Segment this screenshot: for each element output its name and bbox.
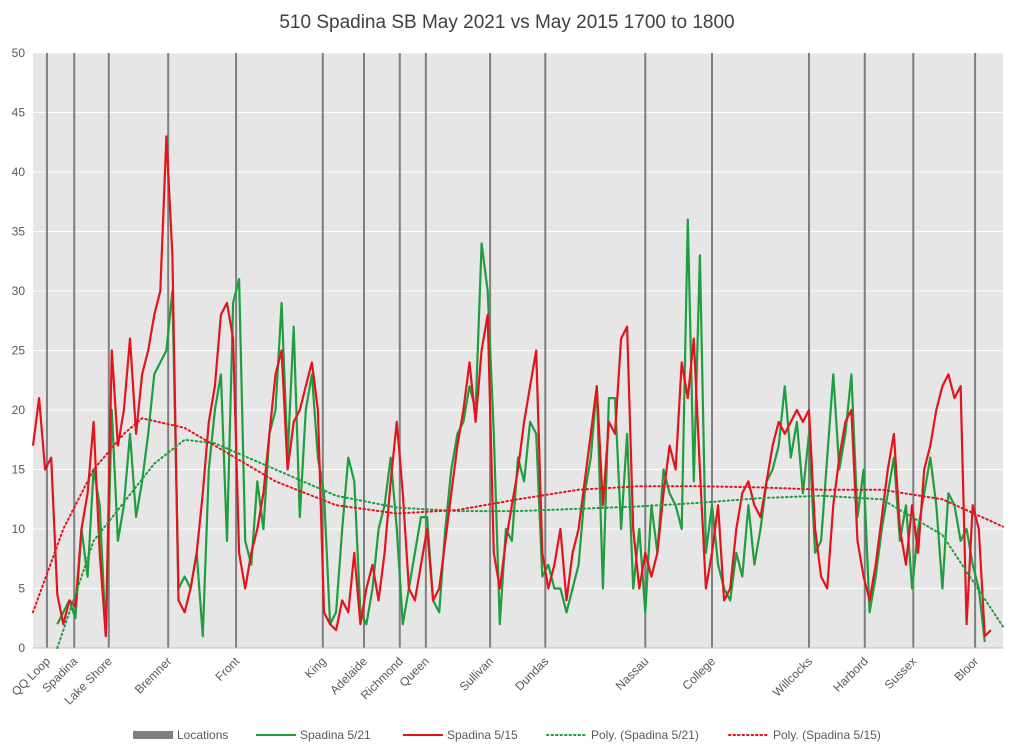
location-bar: [424, 53, 427, 648]
y-tick-label: 25: [12, 344, 26, 358]
y-tick-label: 15: [12, 463, 26, 477]
x-tick-label: Sussex: [882, 654, 920, 692]
y-tick-label: 35: [12, 225, 26, 239]
legend-item: Poly. (Spadina 5/15): [728, 728, 881, 742]
x-tick-label: Sullivan: [457, 654, 497, 694]
location-bar: [321, 53, 324, 648]
x-tick-label: Willcocks: [770, 654, 815, 699]
legend-label: Locations: [177, 728, 228, 742]
legend-item: Poly. (Spadina 5/21): [546, 728, 699, 742]
series-line: [31, 135, 992, 638]
trend-line: [32, 417, 1004, 614]
location-bar: [363, 53, 366, 648]
series-line: [56, 218, 986, 643]
x-tick-label: Harbord: [830, 654, 871, 695]
legend-item: Spadina 5/15: [403, 728, 518, 742]
location-bar: [235, 53, 238, 648]
legend-label: Spadina 5/21: [300, 728, 371, 742]
x-tick-label: College: [679, 654, 718, 693]
legend-label: Poly. (Spadina 5/15): [773, 728, 881, 742]
y-tick-label: 40: [12, 165, 26, 179]
x-tick-label: Nassau: [613, 654, 652, 693]
legend-label: Poly. (Spadina 5/21): [591, 728, 699, 742]
location-bar: [808, 53, 810, 648]
location-bar: [644, 53, 647, 648]
trend-line: [56, 438, 1004, 649]
x-tick-label: Dundas: [512, 654, 551, 693]
legend-label: Spadina 5/15: [447, 728, 518, 742]
x-tick-label: Bloor: [952, 654, 982, 684]
y-tick-label: 5: [18, 582, 25, 596]
location-bar: [974, 53, 977, 648]
location-bar: [398, 53, 401, 648]
legend-swatch: [133, 731, 173, 739]
y-tick-label: 20: [12, 403, 26, 417]
chart-title: 510 Spadina SB May 2021 vs May 2015 1700…: [279, 12, 734, 33]
y-tick-label: 45: [12, 106, 26, 120]
location-bar: [45, 53, 48, 648]
location-bar: [544, 53, 547, 648]
x-tick-label: Front: [213, 654, 243, 684]
y-tick-label: 50: [12, 46, 26, 60]
legend-item: Locations: [133, 728, 228, 742]
legend-item: Spadina 5/21: [256, 728, 371, 742]
y-tick-label: 0: [18, 641, 25, 655]
x-tick-label: Queen: [397, 654, 432, 689]
location-bar: [107, 53, 110, 648]
y-tick-label: 10: [12, 522, 26, 536]
x-tick-label: King: [302, 654, 329, 681]
location-bar: [863, 53, 866, 648]
location-bar: [912, 53, 915, 648]
x-tick-label: Bremner: [132, 654, 174, 696]
location-bar: [711, 53, 713, 648]
location-bar: [167, 53, 170, 648]
location-bar: [73, 53, 76, 648]
y-tick-label: 30: [12, 284, 26, 298]
